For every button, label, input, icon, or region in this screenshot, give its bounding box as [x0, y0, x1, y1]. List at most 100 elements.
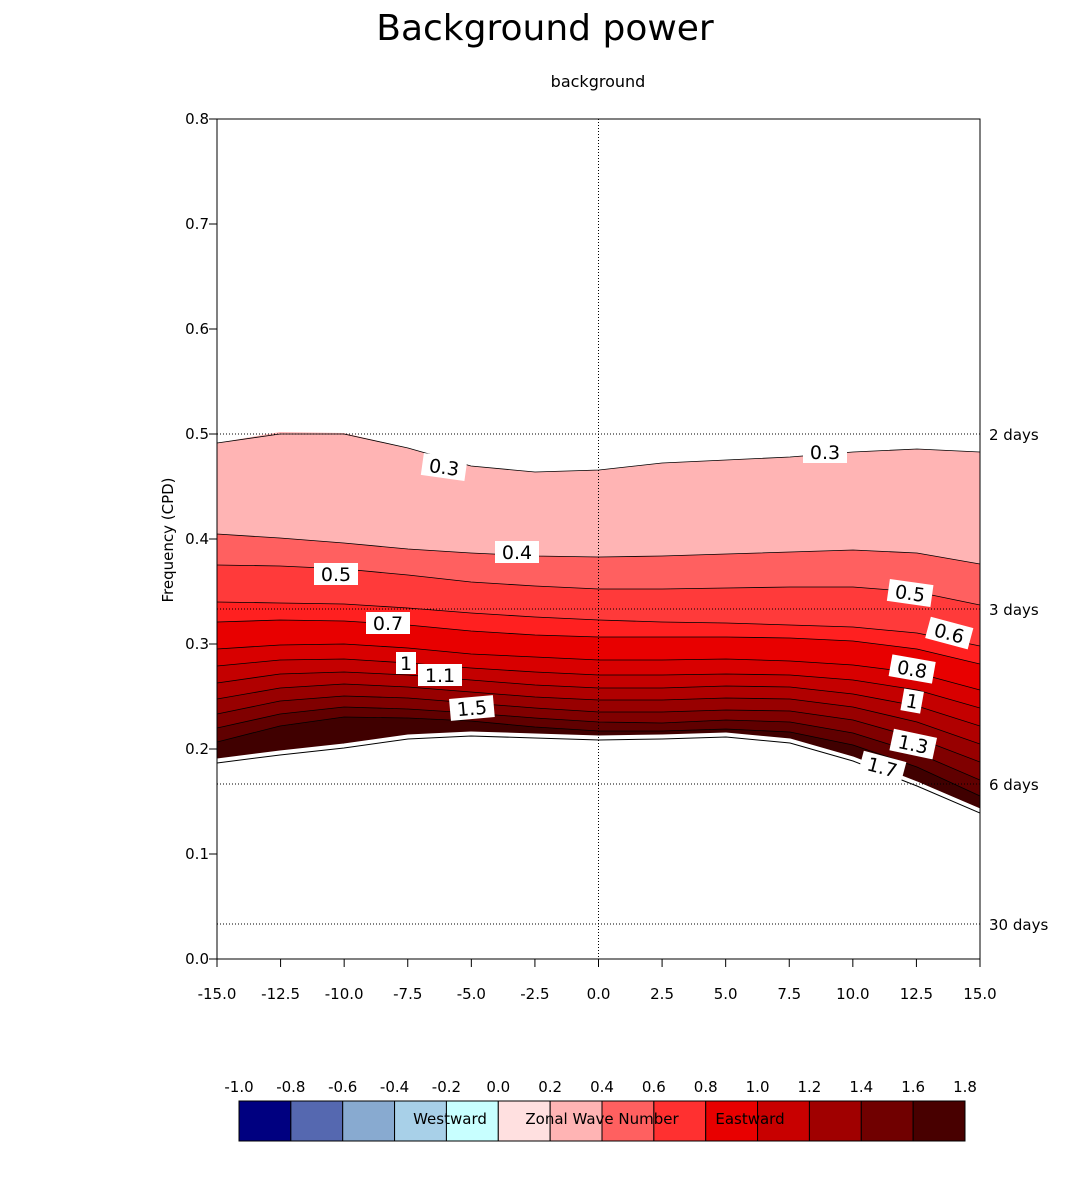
colorbar-tick-label: 0.2: [538, 1078, 562, 1096]
colorbar-tick-label: -0.4: [380, 1078, 409, 1096]
contour-label-text: 0.3: [810, 442, 840, 464]
contour-label-box: [803, 441, 847, 463]
contour-label: 1.1: [418, 664, 462, 687]
contour-label-box: [495, 541, 539, 563]
colorbar-tick-label: -0.6: [328, 1078, 357, 1096]
contour-label: 0.5: [314, 563, 358, 586]
period-label: 3 days: [989, 601, 1039, 619]
contour-label: 0.3: [803, 441, 847, 464]
chart-title: Background power: [376, 8, 714, 49]
x-tick-label: 12.5: [900, 985, 933, 1003]
period-label: 6 days: [989, 776, 1039, 794]
contour-band: [217, 707, 980, 796]
x-tick-label: 10.0: [836, 985, 869, 1003]
colorbar-swatch: [238, 1100, 292, 1142]
colorbar-tick-label: 1.4: [849, 1078, 873, 1096]
contour-label-text: 0.5: [321, 564, 351, 586]
contour-label: 1.5: [449, 695, 495, 722]
x-tick-label: 15.0: [963, 985, 996, 1003]
y-tick-label: 0.4: [185, 530, 209, 548]
contour-label-box: [900, 688, 924, 714]
contour-label-box: [889, 728, 938, 760]
colorbar-tick-label: -1.0: [224, 1078, 253, 1096]
x-axis-label: Zonal Wave Number: [525, 1110, 679, 1128]
period-label: 30 days: [989, 916, 1048, 934]
contour-label-box: [314, 563, 358, 585]
colorbar-tick-label: 0.8: [694, 1078, 718, 1096]
y-tick-label: 0.0: [185, 950, 209, 968]
contour-label-box: [418, 664, 462, 686]
colorbar-swatch: [342, 1100, 396, 1142]
y-tick-label: 0.3: [185, 635, 209, 653]
contour-band: [217, 620, 980, 690]
colorbar-tick-label: 1.6: [901, 1078, 925, 1096]
contour-label: 0.7: [366, 612, 410, 635]
contour-band: [217, 672, 980, 744]
contour-label-box: [366, 612, 410, 634]
colorbar-swatch: [705, 1100, 759, 1142]
contour-label-box: [888, 654, 936, 684]
contour-band: [217, 696, 980, 780]
contour-line: [217, 695, 980, 763]
contour-label-text: 1.1: [425, 665, 455, 687]
contour-label-text: 0.8: [895, 657, 929, 684]
colorbar-tick-label: 1.0: [746, 1078, 770, 1096]
x-tick-label: -12.5: [261, 985, 300, 1003]
contour-label-text: 0.4: [502, 542, 532, 564]
colorbar-swatch: [860, 1100, 914, 1142]
colorbar-tick-label: -0.2: [432, 1078, 461, 1096]
y-tick-label: 0.1: [185, 845, 209, 863]
colorbar-tick-label: 1.2: [797, 1078, 821, 1096]
colorbar-swatch: [912, 1100, 966, 1142]
contour-label: 0.3: [420, 453, 468, 481]
contour-label-text: 1: [904, 690, 920, 714]
contour-label-text: 0.5: [894, 581, 927, 607]
colorbar-tick-label: 0.6: [642, 1078, 666, 1096]
contour-label-box: [420, 453, 468, 481]
contour-label-text: 1: [400, 653, 412, 675]
contour-label: 1: [900, 688, 924, 714]
contour-label-text: 1.5: [456, 697, 488, 722]
colorbar-tick-label: 0.4: [590, 1078, 614, 1096]
x-tick-label: 5.0: [714, 985, 738, 1003]
contour-label: 1: [396, 652, 416, 675]
y-tick-label: 0.5: [185, 425, 209, 443]
colorbar-tick-label: -0.8: [276, 1078, 305, 1096]
contour-band: [217, 659, 980, 726]
x-tick-label: -7.5: [393, 985, 422, 1003]
period-label: 2 days: [989, 426, 1039, 444]
reference-line-layer: 2 days 3 days 6 days 30 days: [217, 119, 1048, 959]
colorbar-swatch: [290, 1100, 344, 1142]
eastward-label: Eastward: [715, 1110, 784, 1128]
contour-label: 0.5: [886, 579, 934, 607]
contour-label-text: 0.7: [373, 613, 403, 635]
colorbar: -1.0 -0.8 -0.6 -0.4 -0.2 0.0 0.2 0.4 0.6 0.8 1.0 1.…: [224, 1078, 977, 1142]
chart-subtitle: background: [550, 72, 646, 91]
x-tick-label: 7.5: [777, 985, 801, 1003]
colorbar-tick-label: 1.8: [953, 1078, 977, 1096]
contour-label: 0.4: [495, 541, 539, 564]
colorbar-swatch: [808, 1100, 862, 1142]
x-tick-label: -5.0: [457, 985, 486, 1003]
y-axis-label: Frequency (CPD): [159, 477, 177, 602]
colorbar-tick-label: 0.0: [486, 1078, 510, 1096]
x-tick-label: 0.0: [587, 985, 611, 1003]
y-tick-label: 0.2: [185, 740, 209, 758]
contour-line: [217, 671, 980, 727]
x-tick-label: 2.5: [650, 985, 674, 1003]
contour-label-text: 0.3: [428, 455, 461, 481]
y-tick-label: 0.6: [185, 320, 209, 338]
contour-label-box: [886, 579, 934, 607]
contour-line: [217, 683, 980, 745]
y-tick-label: 0.7: [185, 215, 209, 233]
x-tick-label: -15.0: [198, 985, 237, 1003]
westward-label: Westward: [413, 1110, 487, 1128]
contour-label-box: [396, 652, 416, 674]
contour-line: [217, 619, 980, 665]
x-tick-label: -10.0: [325, 985, 364, 1003]
colorbar-swatch: [549, 1100, 603, 1142]
colorbar-swatch: [601, 1100, 655, 1142]
colorbar-swatch: [394, 1100, 447, 1142]
